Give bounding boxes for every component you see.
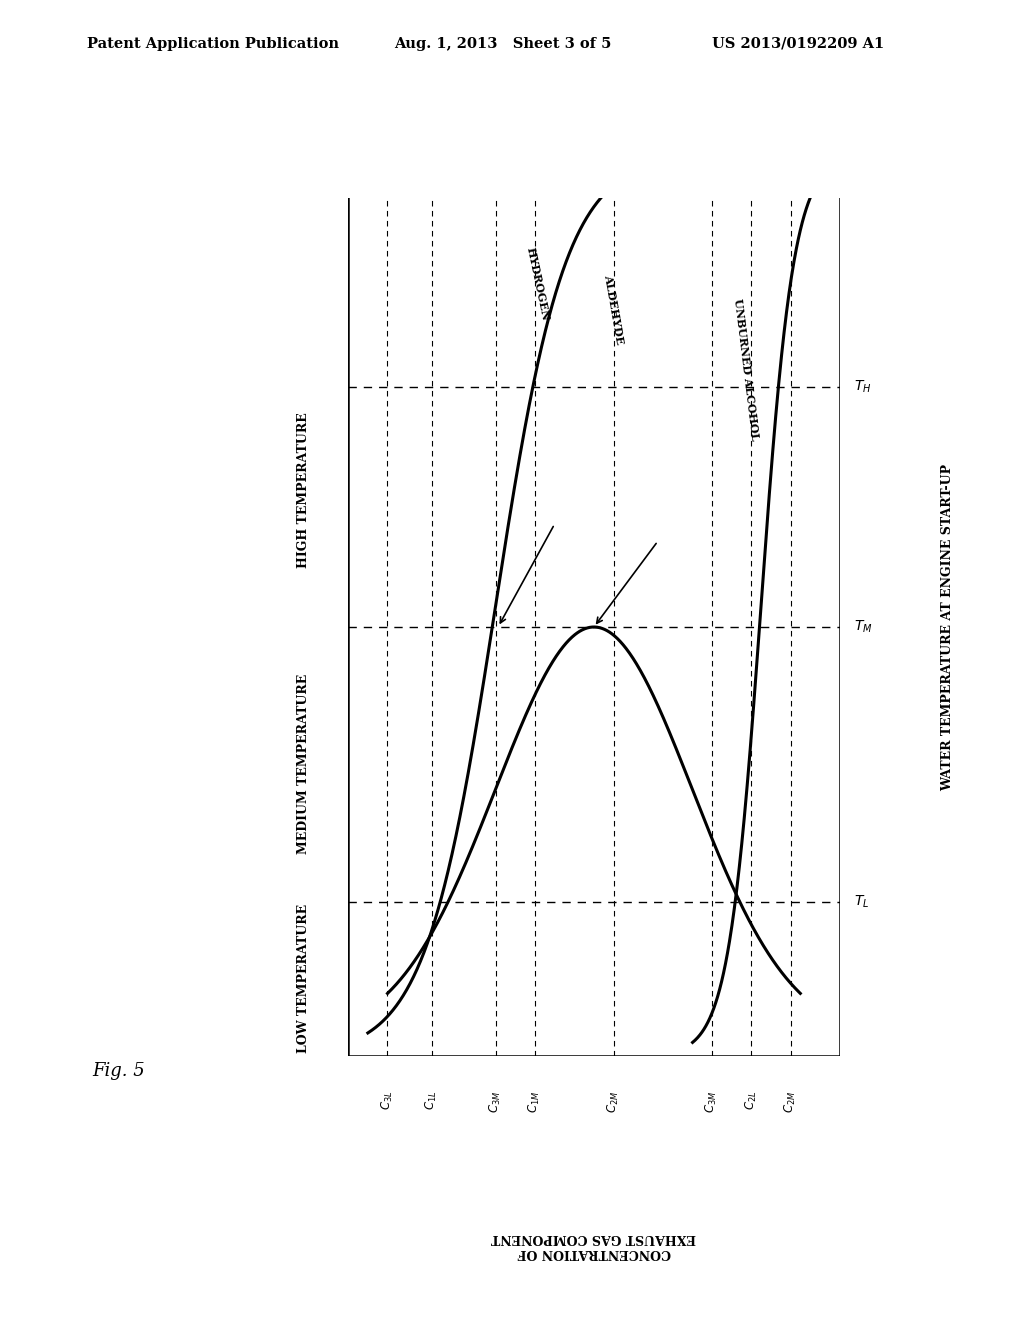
Text: $C_{1L}$: $C_{1L}$ [424,1090,439,1110]
Text: LOW TEMPERATURE: LOW TEMPERATURE [297,904,310,1053]
Text: $C_{1M}$: $C_{1M}$ [527,1090,543,1113]
Text: Aug. 1, 2013   Sheet 3 of 5: Aug. 1, 2013 Sheet 3 of 5 [394,37,611,50]
Text: $C_{3M}$: $C_{3M}$ [705,1090,720,1113]
Text: CONCENTRATION OF
EXHAUST GAS COMPONENT: CONCENTRATION OF EXHAUST GAS COMPONENT [492,1230,696,1259]
Text: Fig. 5: Fig. 5 [92,1061,145,1080]
Text: $C_{3M}$: $C_{3M}$ [488,1090,503,1113]
Text: UNBURNED ALCOHOL: UNBURNED ALCOHOL [732,298,761,441]
Text: $C_{3L}$: $C_{3L}$ [380,1090,395,1110]
Text: $T_L$: $T_L$ [854,894,869,909]
Text: HIGH TEMPERATURE: HIGH TEMPERATURE [297,412,310,568]
Text: $T_H$: $T_H$ [854,379,872,395]
Text: $C_{2L}$: $C_{2L}$ [743,1090,759,1110]
Text: US 2013/0192209 A1: US 2013/0192209 A1 [712,37,884,50]
Text: Patent Application Publication: Patent Application Publication [87,37,339,50]
Text: ALDEHYDE: ALDEHYDE [602,273,626,346]
Text: $C_{2M}$: $C_{2M}$ [783,1090,798,1113]
Text: WATER TEMPERATURE AT ENGINE START-UP: WATER TEMPERATURE AT ENGINE START-UP [941,463,954,791]
Text: $T_M$: $T_M$ [854,619,873,635]
Text: MEDIUM TEMPERATURE: MEDIUM TEMPERATURE [297,675,310,854]
Text: $C_{2M}$: $C_{2M}$ [606,1090,622,1113]
Text: HYDROGEN: HYDROGEN [524,246,551,322]
